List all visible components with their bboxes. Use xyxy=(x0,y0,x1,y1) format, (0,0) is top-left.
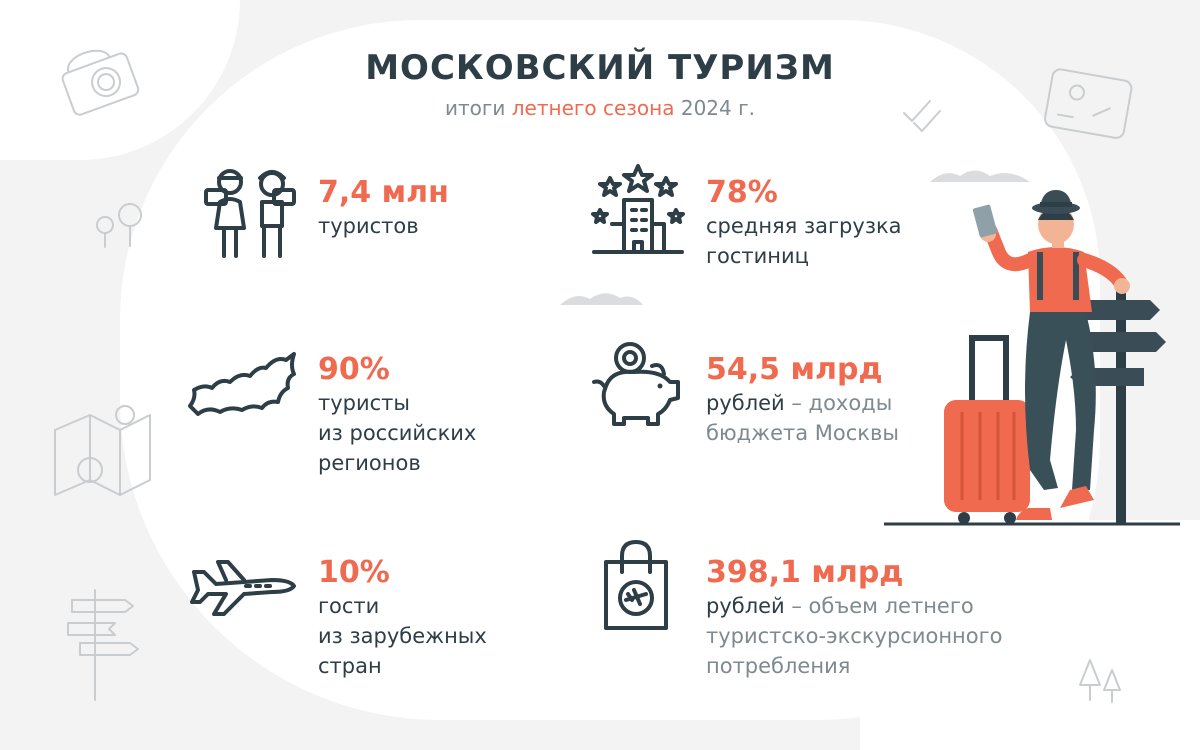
stat-label-muted: – объем летнего xyxy=(784,594,974,618)
stat-value: 78% xyxy=(706,175,778,210)
tourists-icon xyxy=(204,169,296,258)
traveler-illustration xyxy=(884,190,1180,526)
stat-label-muted: бюджета Москвы xyxy=(706,421,899,445)
stat-budget: 54,5 млрд рублей – доходы бюджета Москвы xyxy=(706,352,899,448)
cloud-doodle-icon xyxy=(930,170,1030,182)
stat-label-line: гостиниц xyxy=(706,244,809,268)
stat-label-muted: – доходы xyxy=(784,391,893,415)
stat-label-line: гости xyxy=(318,594,380,618)
suitcase-doodle-icon xyxy=(1044,68,1133,139)
suitcase xyxy=(944,400,1030,512)
signpost-doodle-icon xyxy=(67,589,139,701)
stat-label-line: рублей – доходы xyxy=(706,388,899,418)
page-subtitle: итоги летнего сезона 2024 г. xyxy=(0,96,1200,120)
hotel-stars-icon xyxy=(591,164,685,254)
subtitle-prefix: итоги xyxy=(445,96,512,120)
stat-label-line: потребления xyxy=(706,651,1003,681)
trees-doodle-icon xyxy=(96,203,142,248)
trees-doodle-icon xyxy=(1079,659,1121,703)
stat-consumption: 398,1 млрд рублей – объем летнего турист… xyxy=(706,555,1003,681)
checkmarks-doodle-icon xyxy=(903,100,941,132)
cloud-doodle-icon xyxy=(560,293,643,305)
stat-label-line: туристско-экскурсионного xyxy=(706,621,1003,651)
stat-value: 398,1 млрд xyxy=(706,555,904,590)
shopping-bag-icon xyxy=(604,540,668,630)
stat-value: 90% xyxy=(318,352,390,387)
stat-label-line: стран xyxy=(318,654,382,678)
map-doodle-icon xyxy=(54,405,151,496)
russia-map-icon xyxy=(188,352,296,416)
stat-label-muted: туристско-экскурсионного xyxy=(706,624,1003,648)
stat-label-line: средняя загрузка xyxy=(706,214,902,238)
stat-foreign: 10% гости из зарубежных стран xyxy=(318,555,487,681)
piggy-bank-icon xyxy=(592,342,680,426)
stat-label-line: бюджета Москвы xyxy=(706,418,899,448)
stat-label-line: из российских xyxy=(318,421,477,445)
stat-value: 54,5 млрд xyxy=(706,352,883,387)
airplane-icon xyxy=(190,560,296,616)
stat-hotels: 78% средняя загрузка гостиниц xyxy=(706,175,902,271)
stat-label-muted: потребления xyxy=(706,654,851,678)
subtitle-accent: летнего сезона xyxy=(511,96,675,120)
stat-label: туристов xyxy=(318,214,419,238)
stat-value: 10% xyxy=(318,555,390,590)
stat-label-line: регионов xyxy=(318,451,421,475)
stat-value: 7,4 млн xyxy=(318,175,449,210)
stat-tourists: 7,4 млн туристов xyxy=(318,175,449,241)
stat-label-line: из зарубежных xyxy=(318,624,487,648)
stat-label-strong: рублей xyxy=(706,391,785,415)
stat-label-strong: рублей xyxy=(706,594,785,618)
stat-label-line: рублей – объем летнего xyxy=(706,591,1003,621)
subtitle-suffix: 2024 г. xyxy=(674,96,755,120)
stat-label-line: туристы xyxy=(318,391,410,415)
camera-doodle-icon xyxy=(61,49,140,116)
page-title: МОСКОВСКИЙ ТУРИЗМ xyxy=(365,48,835,88)
signpost xyxy=(1116,282,1126,524)
stat-regions: 90% туристы из российских регионов xyxy=(318,352,476,478)
